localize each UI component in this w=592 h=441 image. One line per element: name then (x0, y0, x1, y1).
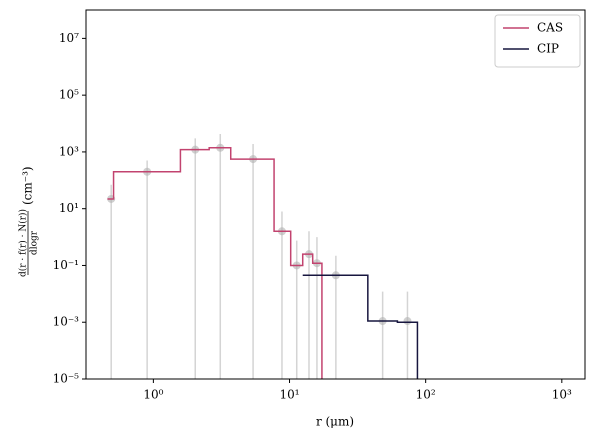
x-axis-label: r (μm) (316, 415, 354, 429)
legend-label: CAS (537, 21, 563, 35)
y-tick-label: 10⁻¹ (53, 258, 79, 272)
step-line (107, 147, 323, 379)
legend-label: CIP (537, 42, 559, 56)
plot-content (107, 133, 419, 379)
x-tick-label: 10¹ (279, 388, 299, 402)
y-tick-label: 10⁻³ (53, 315, 80, 329)
axes-frame (85, 9, 586, 380)
point (403, 317, 412, 326)
x-tick-label: 10² (416, 388, 436, 402)
y-tick-label: 10³ (59, 144, 79, 158)
step-line (302, 274, 419, 379)
y-tick-label: 10⁷ (59, 31, 79, 45)
y-label-unit: (cm⁻³) (21, 166, 35, 205)
y-tick-label: 10⁵ (59, 88, 79, 102)
x-tick-label: 10³ (552, 388, 572, 402)
y-tick-label: 10¹ (59, 201, 79, 215)
y-label-denominator: dlogr (30, 230, 40, 255)
y-label-numerator: d(r · f(r) · N(r)) (18, 209, 29, 277)
x-tick-label: 10⁰ (143, 388, 163, 402)
y-axis-label: d(r · f(r) · N(r)) dlogr (cm⁻³) (18, 166, 40, 277)
y-tick-label: 10⁻⁵ (53, 372, 80, 386)
